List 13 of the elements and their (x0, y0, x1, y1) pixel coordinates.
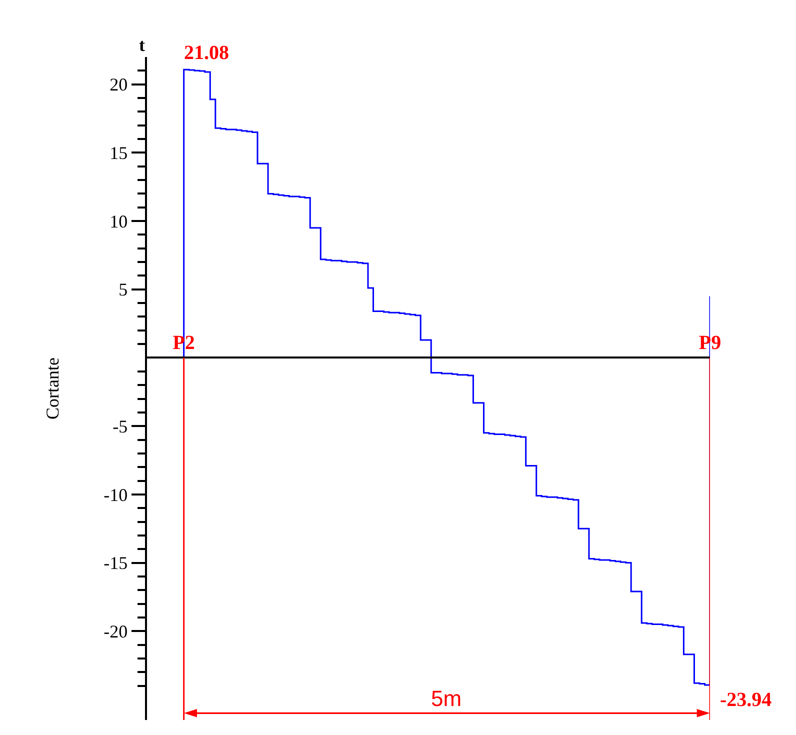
y-tick-label: -20 (104, 621, 128, 642)
annotation: 21.08 (184, 42, 229, 64)
y-tick-label: -10 (104, 484, 128, 505)
y-tick-label: -15 (104, 553, 128, 574)
annotation: -23.94 (720, 689, 772, 711)
text: t (139, 35, 145, 55)
y-tick-label: -5 (112, 416, 128, 436)
annotation: 5m (431, 686, 462, 711)
y-tick-label: 5 (118, 280, 128, 300)
y-axis-title: Cortante (42, 358, 62, 420)
y-tick-label: 15 (110, 142, 128, 163)
y-tick-label: 10 (110, 211, 128, 232)
y-tick-label: 20 (110, 74, 128, 95)
